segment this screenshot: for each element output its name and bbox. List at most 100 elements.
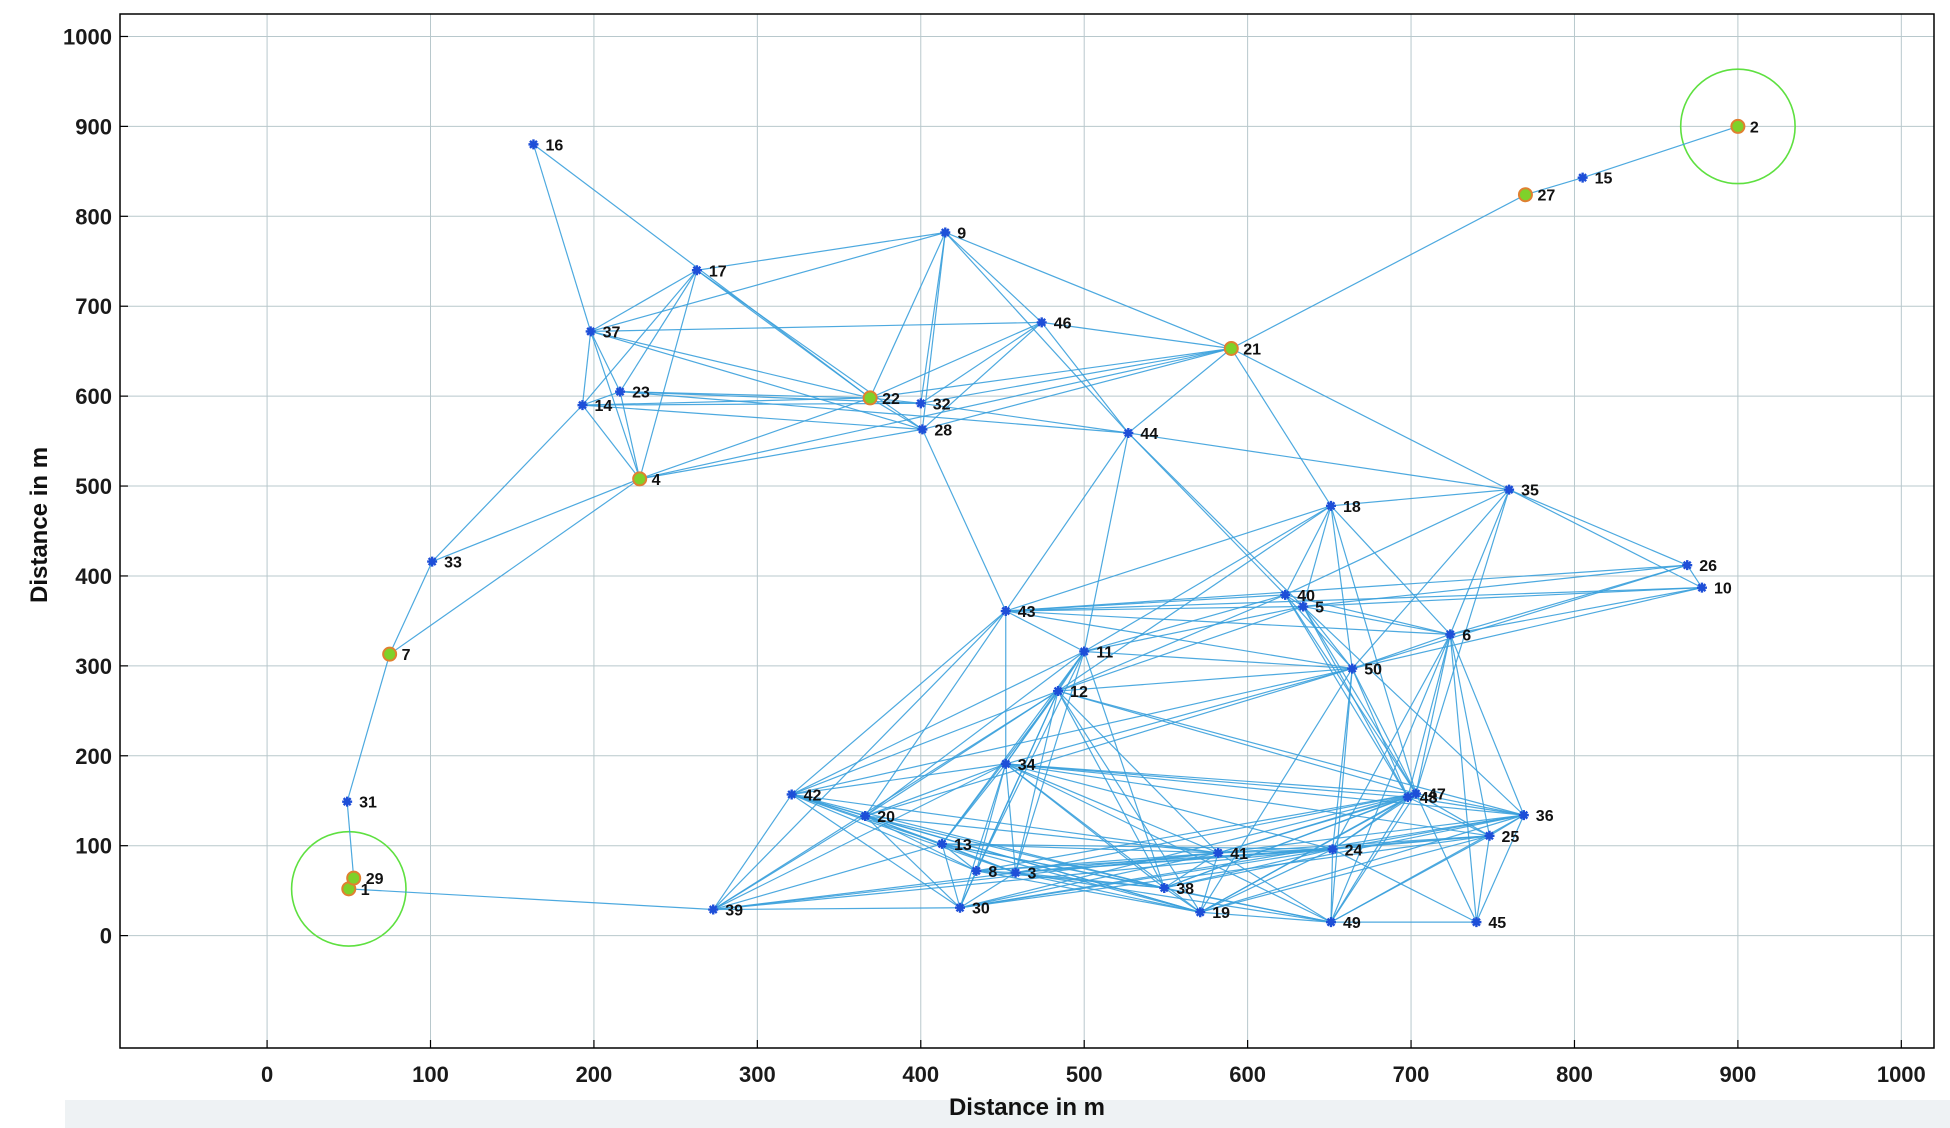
- node-label-2: 2: [1750, 119, 1759, 136]
- edge-14-32: [582, 402, 921, 406]
- node-label-6: 6: [1462, 627, 1471, 644]
- node-label-47: 47: [1428, 787, 1446, 804]
- edge-25-49: [1330, 835, 1490, 923]
- edge-32-44: [920, 402, 1129, 434]
- sensor-node-dot-34: [1002, 760, 1009, 767]
- sensor-node-dot-25: [1486, 832, 1493, 839]
- edge-18-40: [1284, 505, 1332, 596]
- edge-9-37: [590, 231, 946, 332]
- sensor-node-dot-43: [1002, 608, 1009, 615]
- sensor-node-dot-32: [917, 400, 924, 407]
- edge-24-48: [1332, 796, 1409, 850]
- y-axis-title: Distance in m: [26, 447, 53, 603]
- node-label-39: 39: [725, 903, 743, 920]
- sensor-node-dot-46: [1038, 319, 1045, 326]
- edge-6-45: [1449, 634, 1478, 923]
- edge-11-42: [791, 650, 1085, 795]
- x-tick-label: 500: [1066, 1062, 1103, 1087]
- edge-13-24: [942, 843, 1333, 850]
- node-label-5: 5: [1315, 600, 1324, 617]
- edge-18-6: [1330, 505, 1451, 635]
- edge-34-39: [712, 763, 1007, 911]
- node-label-30: 30: [972, 901, 990, 918]
- edge-13-8: [941, 843, 977, 872]
- node-label-44: 44: [1140, 426, 1158, 443]
- edge-10-5: [1303, 587, 1702, 608]
- edge-39-30: [713, 907, 961, 911]
- edge-9-32: [920, 232, 946, 404]
- node-label-27: 27: [1537, 188, 1555, 205]
- range-circles: [290, 68, 1796, 947]
- edge-43-11: [1005, 610, 1085, 653]
- sensor-node-dot-24: [1329, 846, 1336, 853]
- cluster-head-node-27: [1517, 187, 1533, 203]
- edge-23-4: [619, 391, 641, 479]
- edge-7-33: [389, 561, 433, 655]
- edge-25-45: [1475, 835, 1491, 923]
- sensor-node-dot-17: [693, 267, 700, 274]
- edge-41-36: [1218, 814, 1524, 854]
- edge-12-47: [1057, 690, 1417, 795]
- edge-23-44: [620, 391, 1129, 434]
- edge-31-7: [346, 654, 391, 802]
- edge-9-44: [944, 232, 1129, 434]
- node-label-41: 41: [1230, 846, 1248, 863]
- node-label-25: 25: [1501, 829, 1519, 846]
- network-nodes: [341, 118, 1746, 928]
- edge-12-13: [941, 690, 1059, 845]
- x-tick-label: 1000: [1877, 1062, 1926, 1087]
- edge-8-19: [976, 870, 1201, 913]
- edge-35-6: [1449, 489, 1510, 635]
- cluster-head-node-29: [346, 870, 362, 886]
- edge-32-46: [920, 321, 1043, 404]
- edge-12-19: [1057, 690, 1201, 913]
- sensor-node-dot-6: [1447, 631, 1454, 638]
- node-label-13: 13: [954, 837, 972, 854]
- edge-20-38: [865, 815, 1165, 889]
- sensor-node-dot-44: [1125, 429, 1132, 436]
- edge-9-28: [921, 232, 946, 430]
- bottom-band-left: [0, 1100, 65, 1128]
- edge-3-47: [1015, 792, 1417, 874]
- sensor-node-dot-9: [942, 229, 949, 236]
- sensor-node-dot-8: [973, 867, 980, 874]
- edge-29-31: [346, 801, 355, 879]
- edge-3-19: [1015, 872, 1201, 913]
- edge-9-21: [945, 231, 1232, 350]
- edge-20-8: [864, 815, 977, 872]
- sensor-node-dot-26: [1684, 562, 1691, 569]
- edge-12-39: [712, 690, 1059, 911]
- sensor-node-dot-16: [530, 141, 537, 148]
- edge-47-49: [1330, 793, 1417, 923]
- edge-37-23: [590, 331, 621, 392]
- edge-18-50: [1330, 505, 1353, 669]
- edge-50-47: [1351, 668, 1417, 794]
- x-tick-label: 400: [902, 1062, 939, 1087]
- edge-42-3: [791, 793, 1016, 874]
- sensor-node-dot-5: [1300, 603, 1307, 610]
- edge-46-44: [1041, 322, 1129, 434]
- edge-44-43: [1005, 432, 1129, 612]
- edge-43-10: [1005, 587, 1702, 612]
- edge-1-39: [348, 888, 714, 911]
- y-tick-label: 0: [100, 924, 112, 949]
- edge-50-34: [1005, 667, 1353, 765]
- sensor-node-dot-20: [862, 813, 869, 820]
- sensor-node-dot-39: [710, 906, 717, 913]
- edge-24-36: [1332, 814, 1524, 850]
- edge-12-41: [1057, 690, 1219, 854]
- edge-42-39: [712, 794, 793, 910]
- edge-41-49: [1217, 852, 1332, 923]
- edge-10-6: [1450, 587, 1703, 635]
- node-label-9: 9: [957, 225, 966, 242]
- sensor-node-dot-12: [1055, 688, 1062, 695]
- y-tick-label: 300: [75, 654, 112, 679]
- edge-43-26: [1005, 564, 1688, 612]
- edge-18-35: [1330, 489, 1510, 507]
- edge-11-38: [1083, 651, 1165, 889]
- edge-50-48: [1351, 668, 1409, 798]
- edge-11-8: [975, 651, 1085, 872]
- edge-44-35: [1128, 432, 1510, 491]
- edge-2-15: [1582, 125, 1739, 179]
- edge-5-6: [1303, 605, 1451, 635]
